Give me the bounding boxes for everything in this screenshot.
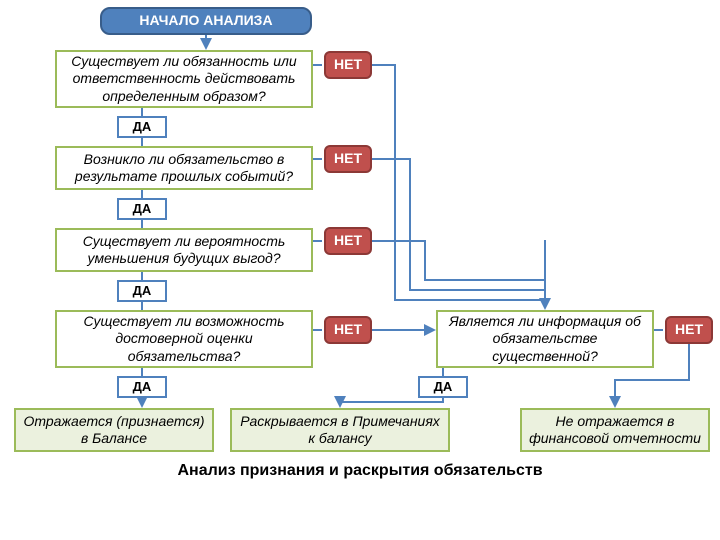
question-4: Существует ли возможность достоверной оц… bbox=[55, 310, 313, 368]
start-box: НАЧАЛО АНАЛИЗА bbox=[100, 7, 312, 35]
yes-label-3: ДА bbox=[117, 280, 167, 302]
result-2: Раскрывается в Примечаниях к балансу bbox=[230, 408, 450, 452]
question-3: Существует ли вероятность уменьшения буд… bbox=[55, 228, 313, 272]
question-5: Является ли информация об обязательстве … bbox=[436, 310, 654, 368]
yes-label-2: ДА bbox=[117, 198, 167, 220]
question-1: Существует ли обязанность или ответствен… bbox=[55, 50, 313, 108]
no-badge-1: НЕТ bbox=[324, 51, 372, 79]
result-3: Не отражается в финансовой отчетности bbox=[520, 408, 710, 452]
yes-label-4: ДА bbox=[117, 376, 167, 398]
result-1: Отражается (признается) в Балансе bbox=[14, 408, 214, 452]
question-2: Возникло ли обязательство в результате п… bbox=[55, 146, 313, 190]
no-badge-3: НЕТ bbox=[324, 227, 372, 255]
yes-label-1: ДА bbox=[117, 116, 167, 138]
yes-label-5: ДА bbox=[418, 376, 468, 398]
no-badge-2: НЕТ bbox=[324, 145, 372, 173]
diagram-caption: Анализ признания и раскрытия обязательст… bbox=[150, 462, 570, 480]
no-badge-5: НЕТ bbox=[665, 316, 713, 344]
no-badge-4: НЕТ bbox=[324, 316, 372, 344]
